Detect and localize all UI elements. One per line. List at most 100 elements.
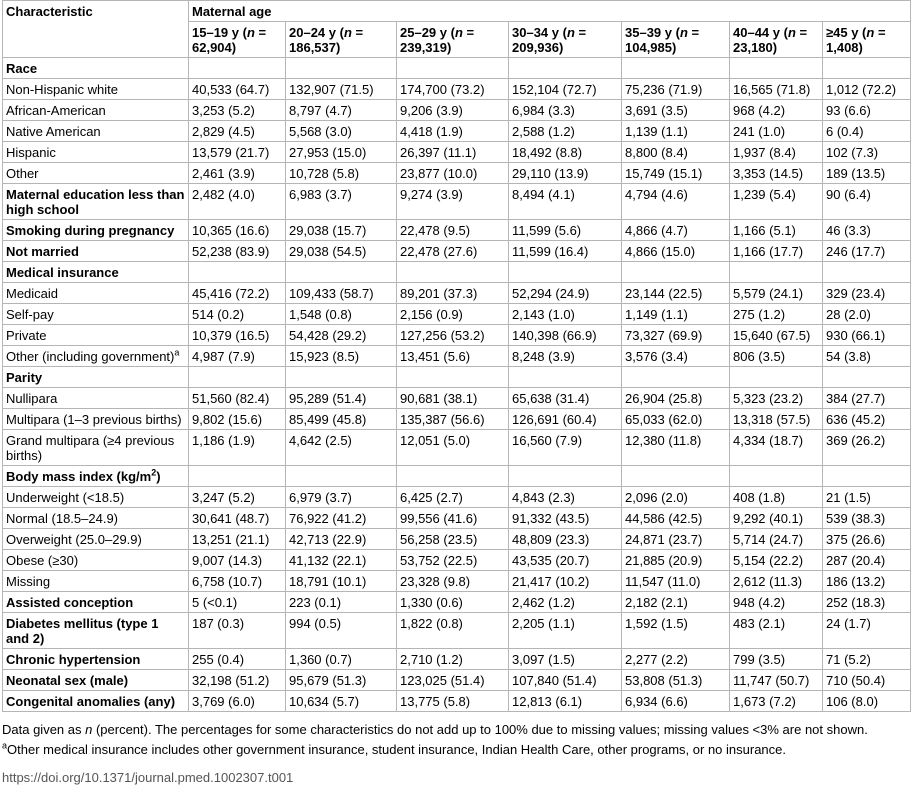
row-label: Neonatal sex (male) <box>2 669 189 691</box>
row-label: Missing <box>2 570 189 592</box>
table-cell: 1,149 (1.1) <box>621 303 730 325</box>
table-cell: 10,379 (16.5) <box>188 324 286 346</box>
table-cell: 6,758 (10.7) <box>188 570 286 592</box>
table-cell: 22,478 (27.6) <box>396 240 509 262</box>
table-cell: 12,051 (5.0) <box>396 429 509 466</box>
table-cell: 23,144 (22.5) <box>621 282 730 304</box>
table-cell: 56,258 (23.5) <box>396 528 509 550</box>
table-cell: 26,904 (25.8) <box>621 387 730 409</box>
row-label: Nullipara <box>2 387 189 409</box>
table-cell <box>729 57 823 79</box>
table-cell: 384 (27.7) <box>821 387 912 409</box>
row-label: Overweight (25.0–29.9) <box>2 528 189 550</box>
table-cell: 41,132 (22.1) <box>285 549 397 571</box>
table-cell <box>821 261 912 283</box>
table-cell: 968 (4.2) <box>729 99 823 121</box>
table-cell: 9,206 (3.9) <box>396 99 509 121</box>
table-row: African-American 3,253 (5.2) 8,797 (4.7) 9,… <box>2 99 912 121</box>
table-cell: 3,247 (5.2) <box>188 486 286 508</box>
table-cell: 5,579 (24.1) <box>729 282 823 304</box>
table-cell: 11,747 (50.7) <box>729 669 823 691</box>
row-label: Smoking during pregnancy <box>2 219 189 241</box>
table-cell: 4,987 (7.9) <box>188 345 286 367</box>
table-footnotes: Data given as n (percent). The percentag… <box>2 722 912 758</box>
row-label: Grand multipara (≥4 previous births) <box>2 429 189 466</box>
table-cell: 3,353 (14.5) <box>729 162 823 184</box>
table-cell: 2,462 (1.2) <box>508 591 622 613</box>
table-cell: 52,294 (24.9) <box>508 282 622 304</box>
table-cell: 10,365 (16.6) <box>188 219 286 241</box>
table-cell: 252 (18.3) <box>821 591 912 613</box>
table-cell: 799 (3.5) <box>729 648 823 670</box>
maternal-age-header: Maternal age <box>187 0 912 22</box>
table-cell <box>621 261 730 283</box>
table-cell: 52,238 (83.9) <box>188 240 286 262</box>
table-row: Nullipara 51,560 (82.4) 95,289 (51.4) 90,68… <box>2 387 912 409</box>
table-cell <box>621 465 730 487</box>
table-cell: 2,182 (2.1) <box>621 591 730 613</box>
table-cell: 32,198 (51.2) <box>188 669 286 691</box>
table-cell: 13,318 (57.5) <box>729 408 823 430</box>
table-cell: 102 (7.3) <box>821 141 912 163</box>
table-cell: 4,334 (18.7) <box>729 429 823 466</box>
table-row: Normal (18.5–24.9) 30,641 (48.7) 76,922 (4… <box>2 507 912 529</box>
table-cell: 13,251 (21.1) <box>188 528 286 550</box>
age-column-header: 20–24 y (n = 186,537) <box>285 21 397 58</box>
table-cell <box>508 465 622 487</box>
table-cell: 85,499 (45.8) <box>285 408 397 430</box>
table-cell: 5,714 (24.7) <box>729 528 823 550</box>
table-cell: 5 (<0.1) <box>188 591 286 613</box>
table-cell: 123,025 (51.4) <box>396 669 509 691</box>
table-row: Smoking during pregnancy 10,365 (16.6) 29,… <box>2 219 912 241</box>
table-cell: 223 (0.1) <box>285 591 397 613</box>
table-cell <box>396 366 509 388</box>
table-cell: 21,885 (20.9) <box>621 549 730 571</box>
table-cell <box>729 366 823 388</box>
row-label: Native American <box>2 120 189 142</box>
table-cell: 9,292 (40.1) <box>729 507 823 529</box>
doi-link[interactable]: https://doi.org/10.1371/journal.pmed.100… <box>2 770 294 785</box>
table-cell: 5,154 (22.2) <box>729 549 823 571</box>
table-cell: 287 (20.4) <box>821 549 912 571</box>
table-cell: 93 (6.6) <box>821 99 912 121</box>
table-cell: 8,800 (8.4) <box>621 141 730 163</box>
table-row: Grand multipara (≥4 previous births) 1,18… <box>2 429 912 466</box>
table-cell: 11,547 (11.0) <box>621 570 730 592</box>
table-cell: 6,979 (3.7) <box>285 486 397 508</box>
table-row: Hispanic 13,579 (21.7) 27,953 (15.0) 26,397… <box>2 141 912 163</box>
table-cell: 11,599 (5.6) <box>508 219 622 241</box>
table-cell <box>188 57 286 79</box>
table-cell: 375 (26.6) <box>821 528 912 550</box>
table-row: Medicaid 45,416 (72.2) 109,433 (58.7) 89,20… <box>2 282 912 304</box>
table-cell: 45,416 (72.2) <box>188 282 286 304</box>
table-row: Multipara (1–3 previous births) 9,802 (15… <box>2 408 912 430</box>
table-cell: 76,922 (41.2) <box>285 507 397 529</box>
table-cell: 18,492 (8.8) <box>508 141 622 163</box>
table-row: Missing 6,758 (10.7) 18,791 (10.1) 23,328 (… <box>2 570 912 592</box>
table-cell: 2,205 (1.1) <box>508 612 622 649</box>
table-cell: 13,579 (21.7) <box>188 141 286 163</box>
table-cell: 3,576 (3.4) <box>621 345 730 367</box>
table-row: Chronic hypertension 255 (0.4) 1,360 (0.7)… <box>2 648 912 670</box>
section-header-row: Parity <box>2 366 912 388</box>
row-label: Assisted conception <box>2 591 189 613</box>
table-cell: 1,166 (17.7) <box>729 240 823 262</box>
row-label: Diabetes mellitus (type 1 and 2) <box>2 612 189 649</box>
table-cell: 24,871 (23.7) <box>621 528 730 550</box>
table-cell: 54,428 (29.2) <box>285 324 397 346</box>
table-cell: 9,007 (14.3) <box>188 549 286 571</box>
table-cell: 6,984 (3.3) <box>508 99 622 121</box>
table-cell: 2,096 (2.0) <box>621 486 730 508</box>
table-cell <box>285 366 397 388</box>
row-label: Other (including government)a <box>2 345 189 367</box>
table-cell: 514 (0.2) <box>188 303 286 325</box>
table-cell: 107,840 (51.4) <box>508 669 622 691</box>
table-cell: 2,829 (4.5) <box>188 120 286 142</box>
table-row: Native American 2,829 (4.5) 5,568 (3.0) 4,4… <box>2 120 912 142</box>
row-label: Race <box>2 57 189 79</box>
table-cell: 28 (2.0) <box>821 303 912 325</box>
row-label: Medicaid <box>2 282 189 304</box>
table-cell: 10,634 (5.7) <box>285 690 397 712</box>
row-label: Non-Hispanic white <box>2 78 189 100</box>
table-cell: 329 (23.4) <box>821 282 912 304</box>
